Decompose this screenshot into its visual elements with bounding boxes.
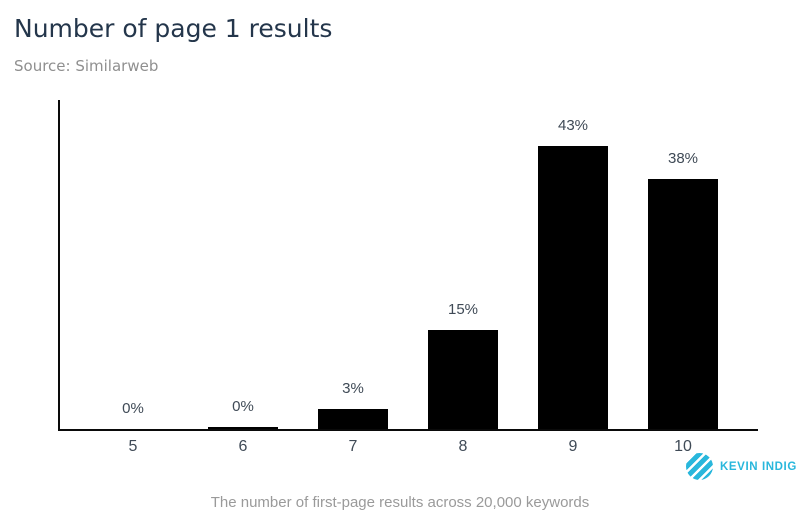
x-tick-label-7: 7 [348,438,358,455]
bar-value-label-8: 15% [447,301,479,318]
x-tick-label-8: 8 [458,438,468,455]
chart-title: Number of page 1 results [14,14,333,43]
kevin-indig-logo-icon [686,453,713,480]
kevin-indig-logo: KEVIN INDIG [686,453,797,480]
bar-7 [318,409,388,429]
x-tick-label-10: 10 [674,438,692,455]
plot-area: 0% 0% 3% 15% 43% 38% [58,100,758,431]
bar-value-label-6: 0% [232,398,254,415]
x-axis-labels: 5 6 7 8 9 10 [60,438,758,458]
chart-caption: The number of first-page results across … [210,494,590,511]
bar-8 [428,330,498,429]
kevin-indig-logo-text: KEVIN INDIG [720,460,797,473]
bar-10 [648,179,718,429]
bar-value-label-7: 3% [342,380,364,397]
chart-source: Source: Similarweb [14,57,159,75]
bar-9 [538,146,608,429]
bar-value-label-5: 0% [122,400,144,417]
bar-6 [208,427,278,429]
bar-value-label-10: 38% [667,150,699,167]
bar-value-label-9: 43% [557,117,589,134]
x-tick-label-5: 5 [128,438,138,455]
x-tick-label-6: 6 [238,438,248,455]
x-tick-label-9: 9 [568,438,578,455]
